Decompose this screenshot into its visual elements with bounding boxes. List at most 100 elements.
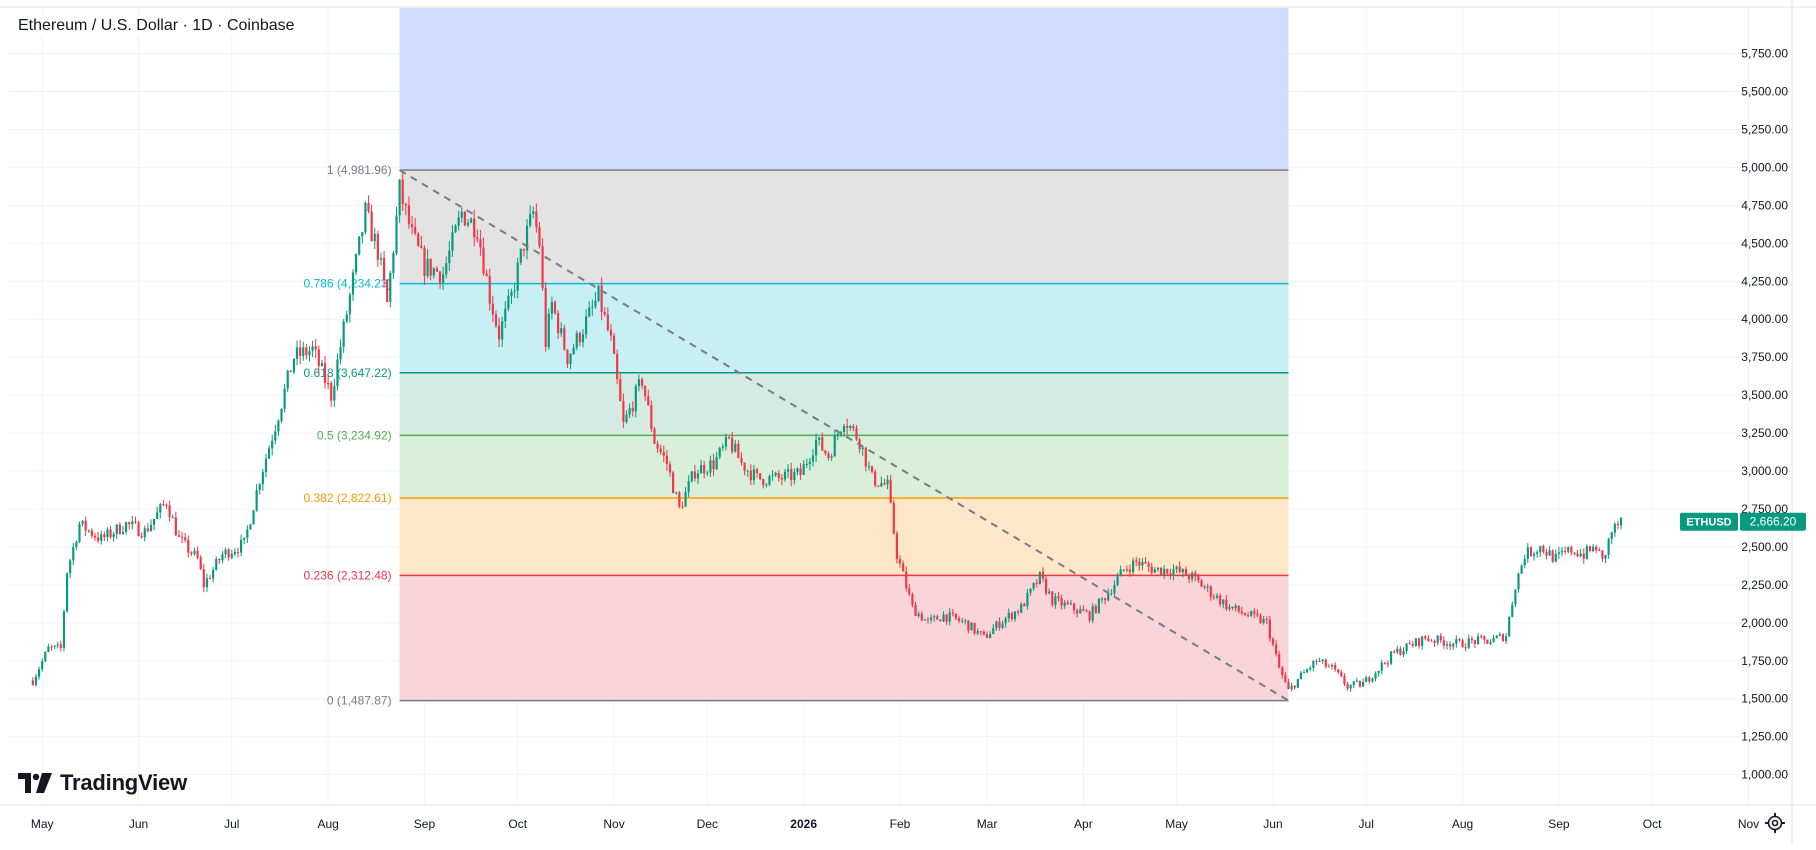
candle-body (1532, 553, 1536, 556)
candle-body (429, 258, 432, 276)
gear-icon[interactable] (1764, 812, 1786, 834)
candle-body (591, 306, 594, 308)
candle-body (1166, 568, 1169, 574)
candle-body (448, 250, 451, 264)
last-price-tag: ETHUSD 2,666.20 (1680, 512, 1806, 531)
candle-body (954, 613, 958, 619)
candle-body (541, 246, 544, 289)
candle-body (1458, 639, 1461, 641)
candle-body (982, 631, 986, 635)
candle-body (914, 604, 917, 617)
candle-body (681, 506, 684, 508)
candle-body (152, 518, 156, 525)
price-tick-label: 1,500.00 (1741, 692, 1788, 706)
candle-body (65, 573, 69, 612)
candle-body (41, 660, 44, 670)
candle-body (212, 569, 215, 579)
candle-body (1287, 681, 1290, 690)
candle-body (180, 536, 184, 538)
candle-body (1334, 664, 1337, 670)
candle-body (90, 530, 94, 536)
candle-body (1607, 539, 1610, 555)
candle-body (87, 530, 90, 532)
candle-body (1539, 546, 1542, 553)
candle-body (1442, 640, 1445, 646)
candle-body (1281, 667, 1284, 676)
candle-body (516, 262, 519, 291)
candle-body (693, 471, 696, 479)
candle-body (1212, 596, 1215, 598)
candle-body (1315, 660, 1318, 662)
candle-body (1253, 611, 1256, 614)
candle-body (1284, 675, 1287, 682)
candle-body (672, 472, 675, 494)
candle-body (1324, 659, 1327, 667)
candle-body (597, 285, 600, 302)
candle-body (799, 468, 802, 475)
candle-body (283, 388, 286, 409)
candle-body (1144, 562, 1147, 564)
candle-body (233, 551, 236, 554)
candle-body (585, 316, 588, 335)
candle-body (1309, 668, 1312, 670)
candle-body (292, 358, 296, 373)
price-tick-label: 2,000.00 (1741, 616, 1788, 630)
candle-body (535, 211, 538, 228)
candle-body (628, 407, 631, 415)
candle-body (364, 203, 367, 233)
candle-body (236, 551, 240, 553)
time-tick-label: Jul (224, 817, 239, 831)
chart-title: Ethereum / U.S. Dollar · 1D · Coinbase (15, 16, 298, 36)
candle-body (656, 443, 659, 449)
candle-body (224, 549, 227, 555)
fib-retracement: 1 (4,981.96) 0.786 (4,234.23) 0.618 (3,647… (304, 8, 1289, 708)
candle-body (989, 634, 992, 638)
candle-body (75, 541, 78, 547)
candle-body (271, 440, 274, 449)
candle-body (842, 425, 846, 432)
candle-body (675, 492, 678, 494)
candle-body (1613, 524, 1616, 533)
candle-body (1526, 547, 1529, 559)
fib-zone-1 (399, 170, 1289, 284)
candle-body (1156, 567, 1160, 570)
candle-body (118, 524, 121, 534)
candle-body (553, 301, 557, 314)
candle-body (911, 594, 914, 605)
brand-logo[interactable]: TradingView (18, 770, 187, 796)
candle-body (1582, 553, 1585, 559)
candle-body (752, 469, 756, 481)
candle-body (336, 359, 339, 387)
candle-body (1069, 603, 1073, 605)
candle-body (1470, 638, 1473, 641)
candle-body (734, 443, 737, 452)
candle-body (1116, 576, 1119, 585)
candle-body (1436, 635, 1439, 643)
candle-body (777, 472, 780, 478)
candle-body (964, 620, 967, 622)
fib-label-0-618: 0.618 (3,647.22) (304, 366, 392, 380)
candle-body (1461, 640, 1464, 648)
fib-label-0-786: 0.786 (4,234.23) (304, 277, 392, 291)
candle-body (560, 328, 563, 334)
time-tick-label: Sep (1548, 817, 1570, 831)
price-tick-label: 5,250.00 (1741, 122, 1788, 136)
candle-body (44, 652, 47, 661)
candle-body (945, 614, 948, 622)
candle-body (939, 619, 942, 622)
candle-body (522, 248, 526, 251)
candle-body (417, 233, 420, 246)
candle-body (494, 314, 498, 326)
candle-body (1498, 634, 1501, 636)
candle-body (202, 569, 205, 588)
candle-body (572, 347, 575, 354)
candle-body (1271, 638, 1275, 645)
time-tick-label: Jul (1359, 817, 1374, 831)
candle-body (727, 437, 731, 439)
candle-body (774, 472, 777, 476)
candle-body (1501, 634, 1505, 641)
candle-body (1159, 567, 1163, 575)
candle-body (261, 472, 264, 485)
